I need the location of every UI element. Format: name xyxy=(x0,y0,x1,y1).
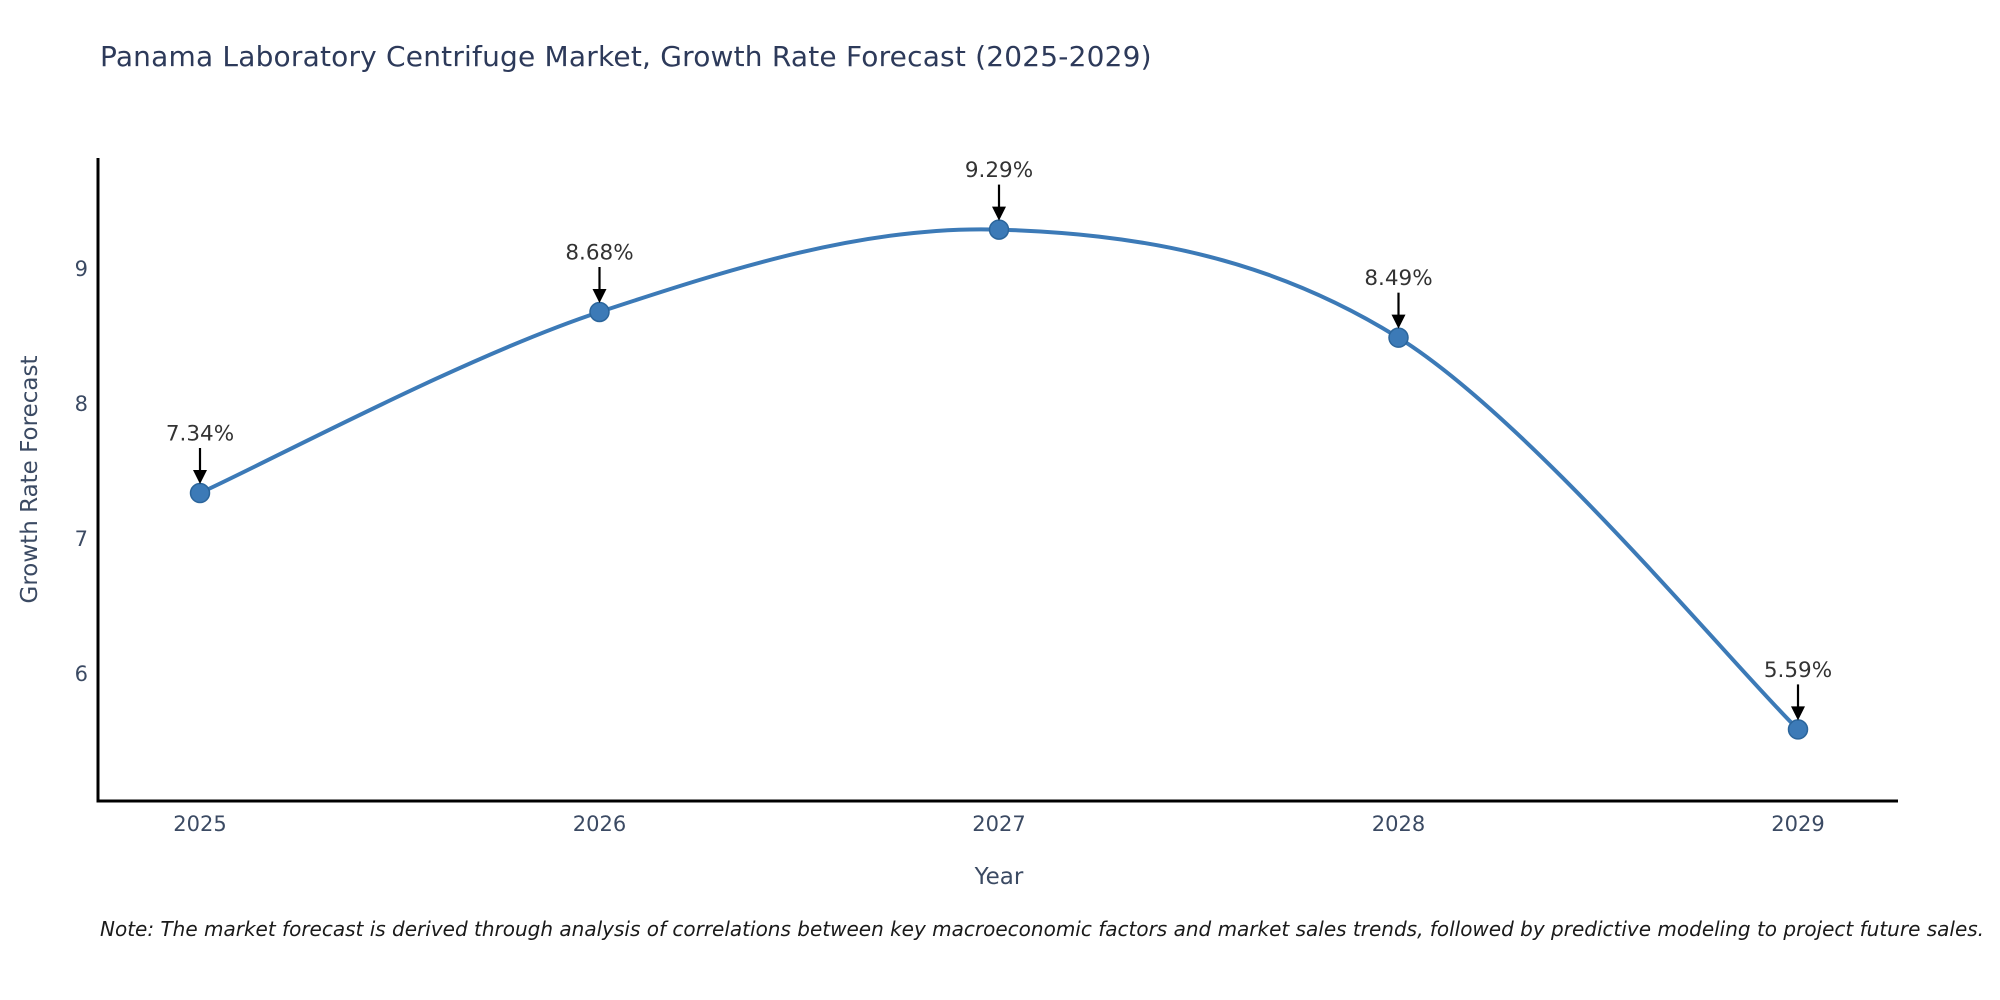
x-tick-label: 2026 xyxy=(573,812,626,836)
annotation-label: 8.68% xyxy=(565,240,633,265)
y-tick-label: 6 xyxy=(75,662,88,686)
annotation-arrow-head xyxy=(1791,706,1805,721)
x-tick-label: 2028 xyxy=(1372,812,1425,836)
annotation-arrow-head xyxy=(1391,314,1406,329)
annotation-label: 9.29% xyxy=(965,158,1033,183)
annotation-label: 8.49% xyxy=(1364,266,1432,291)
annotation-label: 5.59% xyxy=(1764,658,1832,683)
y-axis-title: Growth Rate Forecast xyxy=(17,356,43,604)
x-tick-label: 2025 xyxy=(173,812,226,836)
x-axis-title: Year xyxy=(974,864,1024,890)
annotation-arrow-head xyxy=(992,206,1006,221)
data-point-2028 xyxy=(1388,327,1409,348)
data-point-2029 xyxy=(1787,719,1809,740)
footnote: Note: The market forecast is derived thr… xyxy=(100,917,1985,941)
y-tick-label: 8 xyxy=(75,392,88,416)
y-tick-label: 9 xyxy=(75,257,88,281)
x-tick-label: 2027 xyxy=(972,812,1025,836)
x-tick-label: 2029 xyxy=(1771,812,1824,836)
data-point-2026 xyxy=(589,301,610,323)
data-point-2027 xyxy=(988,219,1010,240)
annotation-arrow-head xyxy=(592,288,607,303)
chart-title: Panama Laboratory Centrifuge Market, Gro… xyxy=(100,40,1152,73)
data-point-2025 xyxy=(189,482,211,504)
annotation-label: 7.34% xyxy=(166,422,234,447)
y-tick-label: 7 xyxy=(75,527,88,551)
forecast-curve xyxy=(198,227,1800,732)
annotation-arrow-head xyxy=(193,470,207,485)
